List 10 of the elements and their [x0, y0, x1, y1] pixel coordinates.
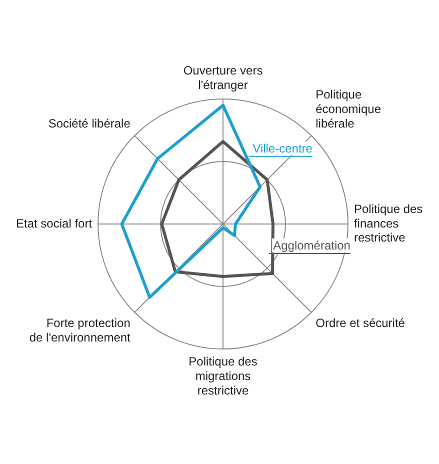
spoke-label: Politique des finances restrictive	[354, 202, 423, 245]
spoke-label: Ordre et sécurité	[316, 316, 406, 330]
spoke-label: Etat social fort	[16, 216, 93, 230]
spoke-label: Société libérale	[48, 116, 131, 131]
spoke-label: Ouverture vers l'étranger	[183, 64, 263, 92]
spoke-label: Politique économique libérale	[316, 88, 382, 131]
series-label: Ville-centre	[252, 141, 313, 156]
spoke-label: Forte protection de l'environnement	[29, 316, 132, 345]
series-label: Agglomération	[273, 238, 350, 253]
spoke-label: Politique des migrations restrictive	[188, 354, 258, 398]
